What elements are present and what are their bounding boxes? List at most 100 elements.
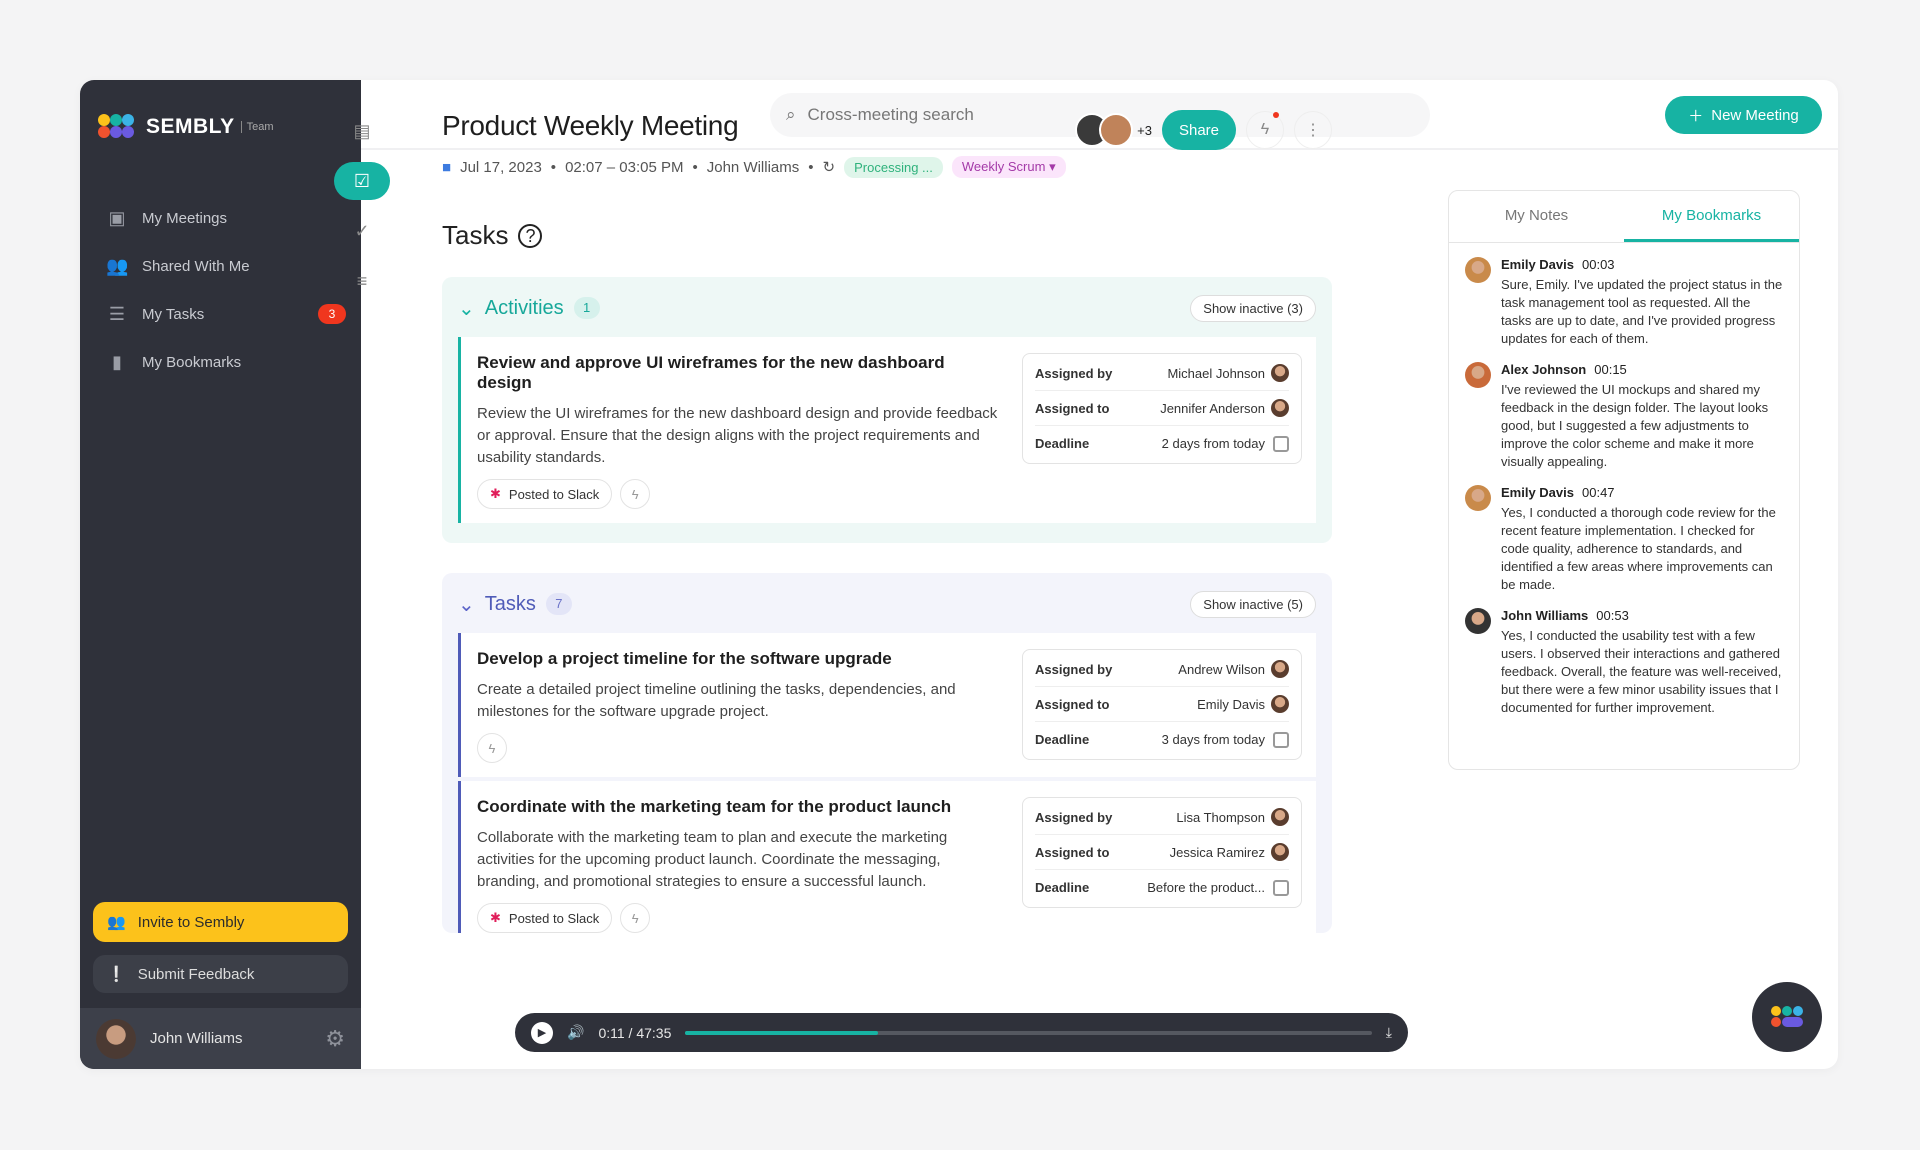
task-title: Develop a project timeline for the softw… [477,649,892,668]
assigned-by-label: Assigned by [1035,809,1113,825]
deadline-value[interactable]: 3 days from today [1161,732,1265,747]
share-button[interactable]: Share [1162,110,1236,150]
bookmark-item[interactable]: Emily Davis 00:03 Sure, Emily. I've update… [1449,257,1799,348]
view-rail: ▤ ☑ ✓ ≡ [330,112,394,352]
bookmark-time[interactable]: 00:03 [1582,257,1615,272]
lightning-icon: ϟ [1260,121,1270,138]
sidebar-item-label: My Tasks [142,305,205,323]
search-placeholder: Cross-meeting search [807,105,974,124]
progress-slider[interactable] [685,1030,1372,1035]
speaker-name: Alex Johnson [1501,362,1587,377]
tasks-header[interactable]: ⌄ Tasks 7 Show inactive (5) [458,589,1316,619]
avatar [96,1018,136,1059]
sidebar-item-my-meetings[interactable]: ▣ My Meetings [106,194,346,242]
bookmark-time[interactable]: 00:53 [1596,608,1629,623]
calendar-icon[interactable] [1273,879,1289,896]
bookmark-text: Sure, Emily. I've updated the project st… [1501,277,1783,346]
extra-participants: +3 [1137,122,1152,138]
bookmark-text: Yes, I conducted the usability test with… [1501,628,1782,715]
show-inactive-button[interactable]: Show inactive (5) [1190,590,1316,618]
task-card[interactable]: Develop a project timeline for the softw… [458,633,1316,777]
sidebar-item-shared-with-me[interactable]: 👥 Shared With Me [106,242,346,290]
assigned-to-value[interactable]: Jennifer Anderson [1160,400,1265,416]
participants[interactable]: +3 [1075,113,1152,147]
avatar [1465,485,1491,511]
new-meeting-button[interactable]: ＋ New Meeting [1665,96,1822,134]
sidebar-item-my-tasks[interactable]: ☰ My Tasks 3 [106,290,346,338]
users-icon: 👥 [107,914,126,931]
deadline-value[interactable]: Before the product... [1147,880,1265,895]
separator: • [550,158,557,176]
activities-title: Activities [484,296,564,319]
volume-icon[interactable]: 🔊 [567,1024,585,1040]
meeting-type-dropdown[interactable]: Weekly Scrum ▾ [951,156,1066,178]
sync-icon: ↻ [822,159,836,176]
section-heading: Tasks? [442,220,1332,251]
calendar-icon[interactable] [1273,731,1289,748]
tab-my-bookmarks[interactable]: My Bookmarks [1624,191,1799,242]
tab-my-notes[interactable]: My Notes [1504,207,1569,224]
meeting-meta: ■ Jul 17, 2023 • 02:07 – 03:05 PM • John W… [442,156,1332,178]
user-profile[interactable]: John Williams ⚙ [80,1008,361,1069]
meeting-owner: John Williams [706,158,800,176]
bookmark-item[interactable]: Alex Johnson 00:15 I've reviewed the UI mo… [1449,362,1799,471]
check-icon[interactable]: ✓ [354,220,370,241]
calendar-icon: ▣ [108,208,126,228]
meeting-date: Jul 17, 2023 [460,158,542,176]
avatar [1465,257,1491,283]
transcript-icon[interactable]: ≡ [356,270,368,291]
bookmark-icon: ▮ [112,352,122,372]
status-badge: Processing ... [844,156,943,178]
assigned-to-value[interactable]: Emily Davis [1197,696,1265,712]
task-title: Coordinate with the marketing team for t… [477,797,952,816]
show-inactive-button[interactable]: Show inactive (3) [1190,294,1316,322]
play-button[interactable]: ▶ [531,1021,553,1044]
tasks-view-icon[interactable]: ☑ [334,162,390,200]
notes-icon[interactable]: ▤ [353,120,371,141]
logo[interactable]: SEMBLY Team [98,114,274,140]
gear-icon[interactable]: ⚙ [325,1025,345,1051]
bookmark-header: John Williams 00:53 [1501,608,1783,623]
more-vertical-icon: ⋮ [1305,122,1321,139]
task-description: Collaborate with the marketing team to p… [477,829,948,890]
lightning-icon[interactable]: ϟ [477,733,507,763]
assigned-to-label: Assigned to [1035,696,1110,712]
invite-button[interactable]: 👥 Invite to Sembly [93,902,348,942]
posted-to-slack-chip[interactable]: ✱ Posted to Slack [477,903,613,933]
bookmark-item[interactable]: Emily Davis 00:47 Yes, I conducted a thoro… [1449,485,1799,594]
task-card[interactable]: Review and approve UI wireframes for the… [458,337,1316,523]
sembly-assistant-button[interactable] [1752,982,1822,1052]
bookmark-time[interactable]: 00:15 [1594,362,1627,377]
tasks-heading: Tasks [442,220,509,250]
meeting-time: 02:07 – 03:05 PM [565,158,684,176]
download-icon[interactable]: ⤓ [1385,1024,1392,1040]
users-icon: 👥 [106,256,129,276]
more-button[interactable]: ⋮ [1294,111,1332,149]
posted-to-slack-chip[interactable]: ✱ Posted to Slack [477,479,613,509]
calendar-icon[interactable] [1273,435,1289,452]
lightning-icon[interactable]: ϟ [620,479,651,509]
tasks-title: Tasks [484,592,536,615]
lightning-icon[interactable]: ϟ [620,903,651,933]
feedback-icon: ❕ [107,966,126,983]
notification-dot [1273,112,1279,118]
task-card[interactable]: Coordinate with the marketing team for t… [458,781,1316,933]
help-icon[interactable]: ? [518,223,543,248]
bookmark-time[interactable]: 00:47 [1582,485,1615,500]
avatar [1271,660,1289,678]
assigned-by-value: Michael Johnson [1167,365,1265,381]
assigned-by-label: Assigned by [1035,365,1113,381]
bookmark-text: Yes, I conducted a thorough code review … [1501,505,1776,592]
chip-label: Posted to Slack [508,486,600,502]
brand-name: SEMBLY [146,115,235,138]
assigned-to-value[interactable]: Jessica Ramirez [1169,844,1265,860]
sidebar-item-label: My Bookmarks [142,353,242,371]
activities-header[interactable]: ⌄ Activities 1 Show inactive (3) [458,293,1316,323]
sidebar-item-my-bookmarks[interactable]: ▮ My Bookmarks [106,338,346,386]
avatar [1465,608,1491,634]
automation-button[interactable]: ϟ [1246,111,1284,149]
bookmark-item[interactable]: John Williams 00:53 Yes, I conducted the u… [1449,608,1799,717]
submit-feedback-button[interactable]: ❕ Submit Feedback [93,955,348,993]
deadline-value[interactable]: 2 days from today [1161,436,1265,451]
task-meta: Assigned by Lisa Thompson Assigned to Jess… [1022,797,1302,908]
